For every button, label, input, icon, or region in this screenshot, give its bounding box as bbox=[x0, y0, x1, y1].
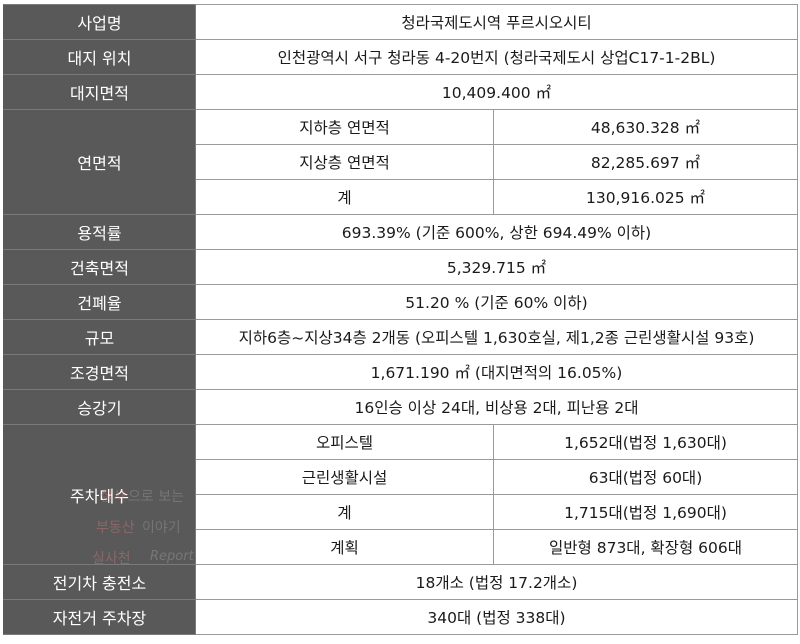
aboveground-area-label: 지상층 연면적 bbox=[195, 144, 494, 180]
parking-label: 주차대수 bbox=[3, 424, 196, 565]
aboveground-area-value: 82,285.697 ㎡ bbox=[493, 144, 798, 180]
building-coverage-value: 51.20 % (기준 60% 이하) bbox=[195, 284, 798, 320]
underground-area-value: 48,630.328 ㎡ bbox=[493, 109, 798, 145]
site-area-value: 10,409.400 ㎡ bbox=[195, 74, 798, 110]
building-area-label: 건축면적 bbox=[3, 249, 196, 285]
table-row: 연면적 지하층 연면적 48,630.328 ㎡ bbox=[3, 109, 798, 215]
parking-officetel-value: 1,652대(법정 1,630대) bbox=[493, 424, 798, 460]
landscape-area-value: 1,671.190 ㎡ (대지면적의 16.05%) bbox=[195, 354, 798, 390]
table-row: 계획 일반형 873대, 확장형 606대 bbox=[4, 529, 798, 565]
table-row: 전기차 충전소 18개소 (법정 17.2개소) bbox=[3, 564, 798, 600]
table-row: 용적률 693.39% (기준 600%, 상한 694.49% 이하) bbox=[3, 214, 798, 250]
building-area-value: 5,329.715 ㎡ bbox=[195, 249, 798, 285]
parking-officetel-label: 오피스텔 bbox=[195, 424, 494, 460]
parking-total-value: 1,715대(법정 1,690대) bbox=[493, 494, 798, 530]
table-row: 근린생활시설 63대(법정 60대) bbox=[4, 459, 798, 495]
scale-value: 지하6층~지상34층 2개동 (오피스텔 1,630호실, 제1,2종 근린생활… bbox=[195, 319, 798, 355]
floor-area-ratio-value: 693.39% (기준 600%, 상한 694.49% 이하) bbox=[195, 214, 798, 250]
elevators-label: 승강기 bbox=[3, 389, 196, 425]
table-row: 대지 위치 인천광역시 서구 청라동 4-20번지 (청라국제도시 상업C17-… bbox=[3, 39, 798, 75]
gross-floor-area-label: 연면적 bbox=[3, 109, 196, 215]
elevators-value: 16인승 이상 24대, 비상용 2대, 피난용 2대 bbox=[195, 389, 798, 425]
ev-charging-label: 전기차 충전소 bbox=[3, 564, 196, 600]
table-row: 지상층 연면적 82,285.697 ㎡ bbox=[4, 144, 798, 180]
parking-plan-value: 일반형 873대, 확장형 606대 bbox=[493, 529, 798, 565]
project-spec-table: 사업명 청라국제도시역 푸르시오시티 대지 위치 인천광역시 서구 청라동 4-… bbox=[3, 4, 798, 635]
parking-neighborhood-label: 근린생활시설 bbox=[195, 459, 494, 495]
total-area-label: 계 bbox=[195, 179, 494, 215]
table-row: 계 130,916.025 ㎡ bbox=[4, 179, 798, 215]
scale-label: 규모 bbox=[3, 319, 196, 355]
table-row: 계 1,715대(법정 1,690대) bbox=[4, 494, 798, 530]
bicycle-parking-label: 자전거 주차장 bbox=[3, 599, 196, 635]
table-row: 승강기 16인승 이상 24대, 비상용 2대, 피난용 2대 bbox=[3, 389, 798, 425]
floor-area-ratio-label: 용적률 bbox=[3, 214, 196, 250]
table-row: 자전거 주차장 340대 (법정 338대) bbox=[3, 599, 798, 635]
site-area-label: 대지면적 bbox=[3, 74, 196, 110]
table-row: 건축면적 5,329.715 ㎡ bbox=[3, 249, 798, 285]
ev-charging-value: 18개소 (법정 17.2개소) bbox=[195, 564, 798, 600]
site-location-value: 인천광역시 서구 청라동 4-20번지 (청라국제도시 상업C17-1-2BL) bbox=[195, 39, 798, 75]
table-row: 조경면적 1,671.190 ㎡ (대지면적의 16.05%) bbox=[3, 354, 798, 390]
parking-plan-label: 계획 bbox=[195, 529, 494, 565]
total-area-value: 130,916.025 ㎡ bbox=[493, 179, 798, 215]
building-coverage-label: 건폐율 bbox=[3, 284, 196, 320]
landscape-area-label: 조경면적 bbox=[3, 354, 196, 390]
project-name-label: 사업명 bbox=[3, 4, 196, 40]
site-location-label: 대지 위치 bbox=[3, 39, 196, 75]
table-row: 사업명 청라국제도시역 푸르시오시티 bbox=[3, 4, 798, 40]
underground-area-label: 지하층 연면적 bbox=[195, 109, 494, 145]
project-name-value: 청라국제도시역 푸르시오시티 bbox=[195, 4, 798, 40]
table-row: 건폐율 51.20 % (기준 60% 이하) bbox=[3, 284, 798, 320]
parking-total-label: 계 bbox=[195, 494, 494, 530]
parking-neighborhood-value: 63대(법정 60대) bbox=[493, 459, 798, 495]
table-row: 규모 지하6층~지상34층 2개동 (오피스텔 1,630호실, 제1,2종 근… bbox=[3, 319, 798, 355]
table-row: 주차대수 오피스텔 1,652대(법정 1,630대) bbox=[3, 424, 798, 565]
table-row: 대지면적 10,409.400 ㎡ bbox=[3, 74, 798, 110]
bicycle-parking-value: 340대 (법정 338대) bbox=[195, 599, 798, 635]
